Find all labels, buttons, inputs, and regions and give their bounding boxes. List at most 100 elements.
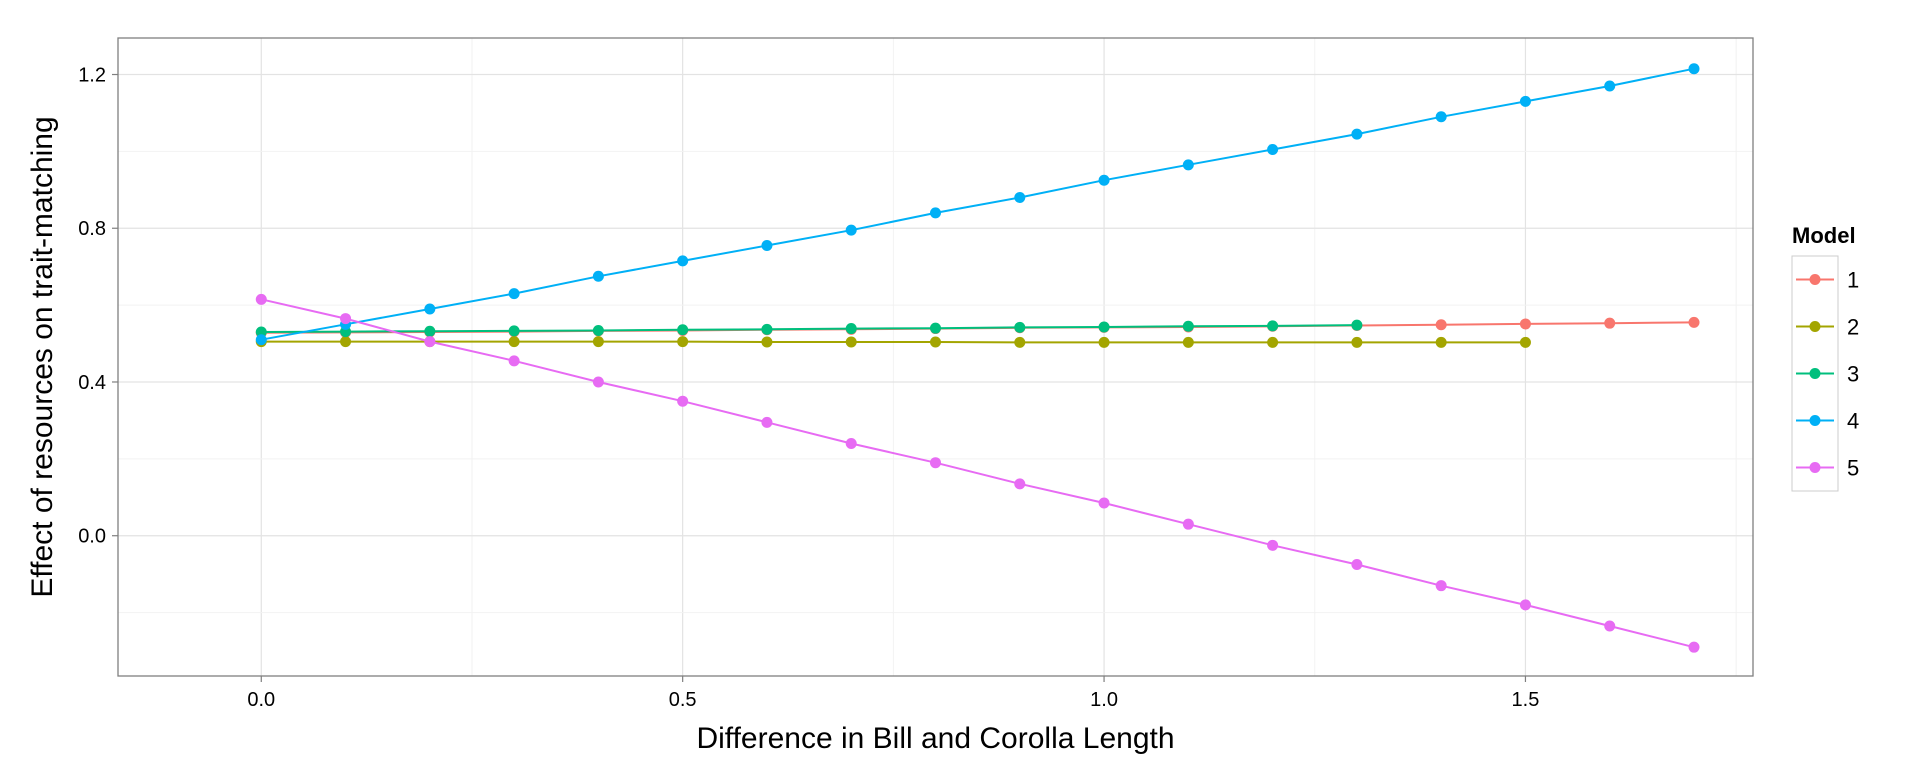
legend-items: 1 2 3 4 5 (1796, 268, 1859, 481)
series-3-point (1014, 321, 1026, 333)
series-5-point (1519, 599, 1531, 611)
series-2-point (1098, 336, 1110, 348)
series-1-point (1604, 317, 1616, 329)
series-2 (255, 336, 1531, 348)
series-3-point (1267, 320, 1279, 332)
series-3-point (508, 325, 520, 337)
series-4-point (930, 207, 941, 219)
series-1-point (1519, 318, 1531, 330)
series-2-point (340, 336, 352, 348)
x-tick-label: 1.0 (1090, 689, 1118, 711)
series-4-point (1014, 192, 1026, 203)
series-5-point (930, 457, 941, 469)
legend-key-point (1809, 368, 1821, 379)
series-4-point (255, 334, 267, 346)
y-axis: 0.0 0.4 0.8 1.2 (78, 65, 118, 548)
series-2-point (592, 336, 604, 348)
series-2-point (1014, 336, 1026, 348)
plot-panel-border (117, 37, 1754, 677)
series-2-line (261, 340, 1526, 344)
series-2-point (761, 336, 773, 348)
legend-key-point (1809, 274, 1821, 285)
series-5-point (508, 355, 520, 367)
series-4-point (1098, 174, 1110, 186)
series-4-point (1519, 95, 1531, 107)
series-3-point (761, 323, 773, 335)
series-3-point (1351, 319, 1363, 331)
series-2-point (930, 336, 941, 348)
series-4-point (1688, 63, 1700, 75)
legend-label: 2 (1847, 315, 1859, 340)
series-5-point (677, 395, 689, 407)
legend-key-point (1809, 415, 1821, 426)
series-4-point (592, 270, 604, 282)
y-axis-title: Effect of resources on trait-matching (26, 116, 59, 597)
series-5-point (592, 376, 604, 388)
legend-item-5: 5 (1796, 456, 1859, 481)
series-4-point (677, 255, 689, 267)
y-tick-label: 1.2 (78, 65, 106, 87)
series-3-line (261, 324, 1357, 333)
series-4-point (845, 224, 857, 236)
legend-item-3: 3 (1796, 362, 1859, 387)
series-2-point (845, 336, 857, 348)
series-4-point (1435, 111, 1447, 123)
y-tick-label: 0.0 (78, 526, 106, 548)
legend-key-point (1809, 462, 1821, 473)
series-1-point (1435, 319, 1447, 331)
y-tick-label: 0.8 (78, 218, 106, 240)
gridlines (118, 38, 1753, 676)
series-4-point (1604, 80, 1616, 92)
series-4-point (1182, 159, 1194, 171)
legend-item-1: 1 (1796, 268, 1859, 293)
series-5-point (255, 293, 267, 305)
series-3-point (677, 324, 689, 336)
series-2-point (1267, 336, 1279, 348)
series-5-point (1182, 518, 1194, 530)
series-5-point (1688, 641, 1700, 653)
legend-label: 3 (1847, 362, 1859, 387)
series-2-point (677, 336, 689, 348)
legend-item-4: 4 (1796, 409, 1859, 434)
series-4-line (261, 67, 1695, 341)
series-4-point (1351, 128, 1363, 140)
series-layer (255, 63, 1700, 653)
series-3-point (1182, 320, 1194, 332)
series-3-point (845, 323, 857, 335)
series-3-point (255, 326, 267, 338)
legend: Model 1 2 3 4 5 (1791, 223, 1859, 492)
legend-key-point (1809, 321, 1821, 332)
legend-title: Model (1792, 223, 1856, 248)
series-3-point (1098, 321, 1110, 333)
series-4-point (424, 303, 436, 315)
series-2-point (1182, 336, 1194, 348)
legend-item-2: 2 (1796, 315, 1859, 340)
series-2-point (1519, 336, 1531, 348)
series-3-point (592, 324, 604, 336)
series-5-point (1098, 497, 1110, 509)
series-5-point (845, 437, 857, 449)
y-tick-label: 0.4 (78, 372, 106, 394)
series-2-point (1351, 336, 1363, 348)
legend-label: 1 (1847, 268, 1859, 293)
series-5-point (1435, 580, 1447, 592)
series-3-point (424, 325, 436, 337)
series-5-point (340, 313, 352, 325)
legend-label: 5 (1847, 456, 1859, 481)
series-5-point (1267, 539, 1279, 551)
series-2-point (1435, 336, 1447, 348)
series-5-line (261, 298, 1695, 649)
x-tick-label: 1.5 (1512, 689, 1540, 711)
series-5 (255, 293, 1700, 653)
series-5-point (1351, 559, 1363, 571)
x-axis-title: Difference in Bill and Corolla Length (696, 722, 1174, 755)
series-4-point (761, 240, 773, 252)
x-tick-label: 0.5 (669, 689, 697, 711)
series-5-point (761, 416, 773, 428)
series-3-point (930, 322, 941, 334)
series-4 (255, 63, 1700, 346)
series-2-point (508, 336, 520, 348)
series-1-point (1688, 316, 1700, 328)
x-tick-label: 0.0 (247, 689, 275, 711)
